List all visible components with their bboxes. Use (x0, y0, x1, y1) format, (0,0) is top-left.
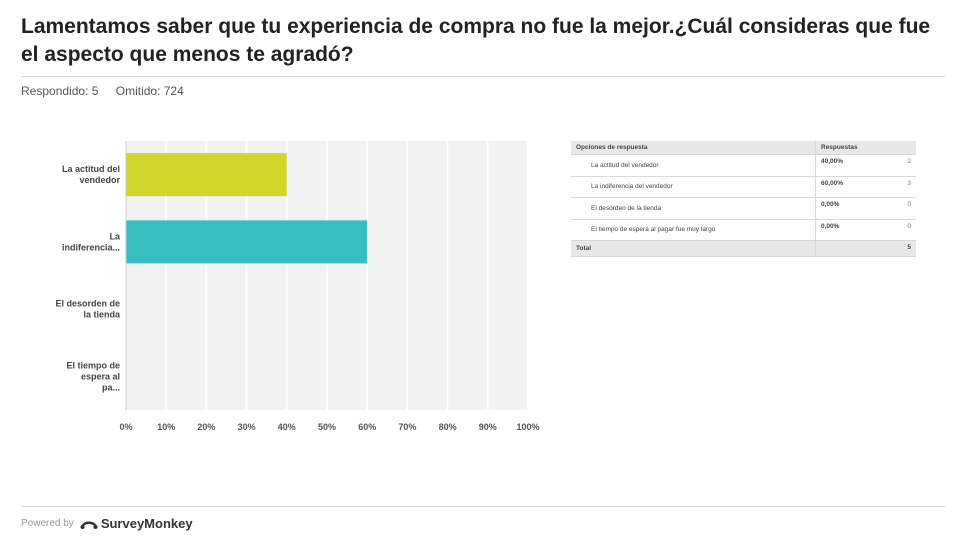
footer: Powered by SurveyMonkey (21, 516, 193, 531)
x-tick-label: 90% (479, 422, 497, 432)
category-label: La actitud del vendedor (62, 164, 121, 185)
table-row: La actitud del vendedor 40,00% 2 (571, 154, 916, 177)
bar (126, 153, 287, 197)
option-count: 0 (896, 219, 916, 241)
category-label: La indiferencia... (62, 231, 121, 252)
option-count: 3 (896, 176, 916, 198)
x-tick-label: 50% (318, 422, 336, 432)
x-tick-label: 10% (157, 422, 175, 432)
total-value: 5 (896, 240, 916, 257)
option-percent: 60,00% (815, 176, 896, 198)
options-header: Opciones de respuesta (571, 141, 816, 155)
category-label: El desorden de la tienda (55, 299, 121, 320)
brand-name: SurveyMonkey (100, 516, 193, 531)
question-title: Lamentamos saber que tu experiencia de c… (21, 15, 931, 66)
surveymonkey-logo[interactable]: SurveyMonkey (80, 516, 193, 531)
response-summary: Respondido: 5 Omitido: 724 (21, 84, 198, 98)
x-tick-label: 0% (119, 422, 132, 432)
responses-header: Respuestas (815, 141, 916, 155)
table-row: La indiferencia del vendedor 60,00% 3 (571, 176, 916, 198)
x-tick-label: 30% (238, 422, 256, 432)
option-label: El desorden de la tienda (571, 197, 816, 220)
table-header-row: Opciones de respuesta Respuestas (571, 141, 916, 155)
option-label: La indiferencia del vendedor (571, 176, 816, 198)
response-table: Opciones de respuesta Respuestas La acti… (571, 141, 916, 257)
total-spacer (815, 240, 896, 257)
surveymonkey-logo-icon (80, 521, 98, 529)
option-label: La actitud del vendedor (571, 154, 816, 177)
footer-divider (21, 506, 945, 507)
header-divider (21, 76, 945, 77)
option-label: El tiempo de espera al pagar fue muy lar… (571, 219, 816, 241)
option-count: 0 (896, 197, 916, 220)
skipped-count: Omitido: 724 (115, 84, 184, 98)
answered-count: Respondido: 5 (21, 84, 99, 98)
bar (126, 220, 368, 264)
option-percent: 40,00% (815, 154, 896, 177)
table-total-row: Total 5 (571, 240, 916, 257)
powered-by-label: Powered by (21, 518, 74, 529)
option-percent: 0,00% (815, 219, 896, 241)
x-tick-label: 80% (439, 422, 457, 432)
option-count: 2 (896, 154, 916, 177)
table-row: El desorden de la tienda 0,00% 0 (571, 197, 916, 220)
x-tick-label: 60% (358, 422, 376, 432)
x-tick-label: 20% (197, 422, 215, 432)
x-tick-label: 100% (516, 422, 539, 432)
category-label: El tiempo de espera al pa... (66, 360, 120, 392)
total-label: Total (571, 240, 816, 257)
option-percent: 0,00% (815, 197, 896, 220)
x-tick-label: 40% (278, 422, 296, 432)
x-tick-label: 70% (398, 422, 416, 432)
table-row: El tiempo de espera al pagar fue muy lar… (571, 219, 916, 241)
